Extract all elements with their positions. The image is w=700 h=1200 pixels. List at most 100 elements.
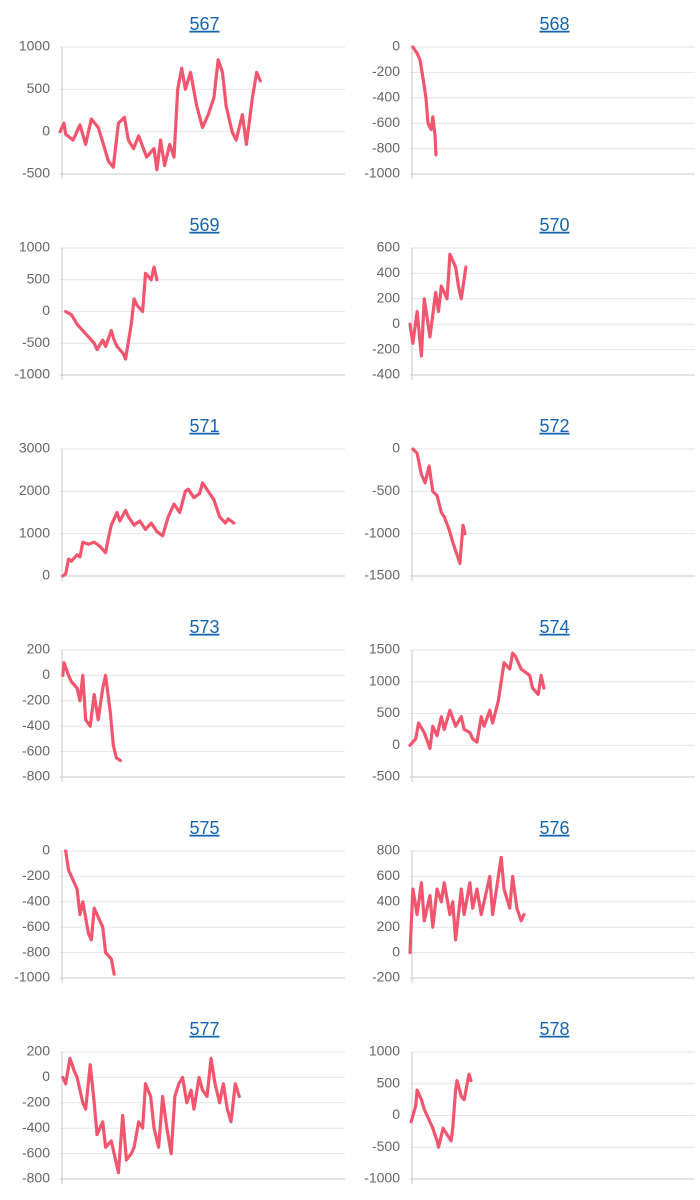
chart-title[interactable]: 572: [539, 416, 569, 436]
y-tick-label: -400: [22, 893, 50, 909]
chart-title[interactable]: 569: [189, 215, 219, 235]
data-line: [58, 58, 262, 172]
y-tick-label: 0: [392, 1106, 400, 1122]
y-tick-label: 500: [377, 1074, 401, 1090]
y-tick-label: 1000: [19, 524, 50, 540]
y-tick-label: 400: [377, 893, 401, 909]
y-tick-label: 500: [27, 80, 51, 96]
y-tick-label: 0: [392, 943, 400, 959]
chart-title[interactable]: 576: [539, 818, 569, 838]
y-tick-label: -200: [22, 1094, 50, 1110]
y-tick-label: -400: [22, 717, 50, 733]
y-tick-label: 1500: [369, 641, 400, 657]
y-tick-label: 200: [27, 1043, 51, 1059]
y-tick-label: -600: [22, 918, 50, 934]
y-tick-label: -600: [22, 742, 50, 758]
chart-panel: 569 -1000 -500 0 500 1000: [14, 215, 345, 382]
data-line: [411, 447, 467, 565]
chart-panel: 577 -800 -600 -400 -200 0 200: [22, 1019, 345, 1186]
data-line: [411, 45, 438, 157]
y-tick-label: 1000: [19, 239, 50, 255]
chart-title[interactable]: 570: [539, 215, 569, 235]
y-tick-label: -200: [372, 63, 400, 79]
y-tick-label: 200: [27, 641, 51, 657]
y-tick-label: -800: [22, 943, 50, 959]
y-tick-label: 0: [42, 842, 50, 858]
y-tick-label: -1000: [14, 366, 50, 382]
chart-title[interactable]: 571: [189, 416, 219, 436]
y-tick-label: 400: [377, 264, 401, 280]
chart-title[interactable]: 567: [189, 14, 219, 34]
chart-title[interactable]: 577: [189, 1019, 219, 1039]
chart-panel: 574 -500 0 500 1000 1500: [369, 617, 695, 784]
y-tick-label: 3000: [19, 440, 50, 456]
chart-panel: 572 -1500 -1000 -500 0: [364, 416, 695, 583]
data-line: [61, 1056, 241, 1175]
y-tick-label: 0: [392, 315, 400, 331]
chart-panel: 567 -500 0 500 1000: [19, 14, 345, 181]
data-line: [408, 855, 526, 955]
y-tick-label: -800: [22, 1170, 50, 1186]
chart-panel: 571 0 1000 2000 3000: [19, 416, 345, 583]
data-line: [61, 481, 236, 578]
chart-title[interactable]: 574: [539, 617, 569, 637]
chart-panel: 568 -1000 -800 -600 -400 -200 0: [364, 14, 695, 181]
y-tick-label: -400: [372, 89, 400, 105]
y-tick-label: -400: [372, 366, 400, 382]
y-tick-label: -500: [372, 482, 400, 498]
y-tick-label: -400: [22, 1119, 50, 1135]
y-tick-label: -1500: [364, 567, 400, 583]
chart-panel: 570 -400 -200 0 200 400 600: [372, 215, 695, 382]
y-tick-label: 0: [42, 122, 50, 138]
y-tick-label: 600: [377, 867, 401, 883]
y-tick-label: -500: [22, 165, 50, 181]
y-tick-label: -500: [372, 1138, 400, 1154]
y-tick-label: 1000: [369, 1043, 400, 1059]
y-tick-label: 0: [392, 440, 400, 456]
y-tick-label: -600: [22, 1144, 50, 1160]
y-tick-label: -1000: [364, 1170, 400, 1186]
y-tick-label: -800: [22, 768, 50, 784]
data-line: [409, 1072, 473, 1149]
y-tick-label: -500: [22, 334, 50, 350]
data-line: [64, 265, 159, 361]
y-tick-label: 0: [392, 38, 400, 54]
data-line: [408, 651, 546, 751]
chart-title[interactable]: 578: [539, 1019, 569, 1039]
y-tick-label: -1000: [14, 969, 50, 985]
chart-panel: 576 -200 0 200 400 600 800: [372, 818, 695, 985]
y-tick-label: 0: [42, 666, 50, 682]
chart-panel: 573 -800 -600 -400 -200 0 200: [22, 617, 345, 784]
y-tick-label: 0: [42, 1068, 50, 1084]
chart-title[interactable]: 568: [539, 14, 569, 34]
y-tick-label: -500: [372, 768, 400, 784]
y-tick-label: -1000: [364, 165, 400, 181]
y-tick-label: 500: [27, 270, 51, 286]
chart-panel: 578 -1000 -500 0 500 1000: [364, 1019, 695, 1186]
chart-title[interactable]: 573: [189, 617, 219, 637]
y-tick-label: 800: [377, 842, 401, 858]
y-tick-label: 1000: [369, 672, 400, 688]
y-tick-label: -200: [372, 340, 400, 356]
data-line: [408, 252, 468, 358]
y-tick-label: 200: [377, 290, 401, 306]
y-tick-label: 0: [42, 567, 50, 583]
y-tick-label: -200: [22, 867, 50, 883]
data-line: [64, 849, 116, 976]
chart-panel: 575 -1000 -800 -600 -400 -200 0: [14, 818, 345, 985]
y-tick-label: -1000: [364, 524, 400, 540]
y-tick-label: 600: [377, 239, 401, 255]
chart-title[interactable]: 575: [189, 818, 219, 838]
y-tick-label: 1000: [19, 38, 50, 54]
data-line: [61, 661, 123, 763]
y-tick-label: 2000: [19, 482, 50, 498]
y-tick-label: 0: [42, 302, 50, 318]
y-tick-label: 200: [377, 918, 401, 934]
y-tick-label: -200: [22, 692, 50, 708]
y-tick-label: 0: [392, 736, 400, 752]
y-tick-label: -800: [372, 139, 400, 155]
y-tick-label: 500: [377, 704, 401, 720]
y-tick-label: -600: [372, 114, 400, 130]
